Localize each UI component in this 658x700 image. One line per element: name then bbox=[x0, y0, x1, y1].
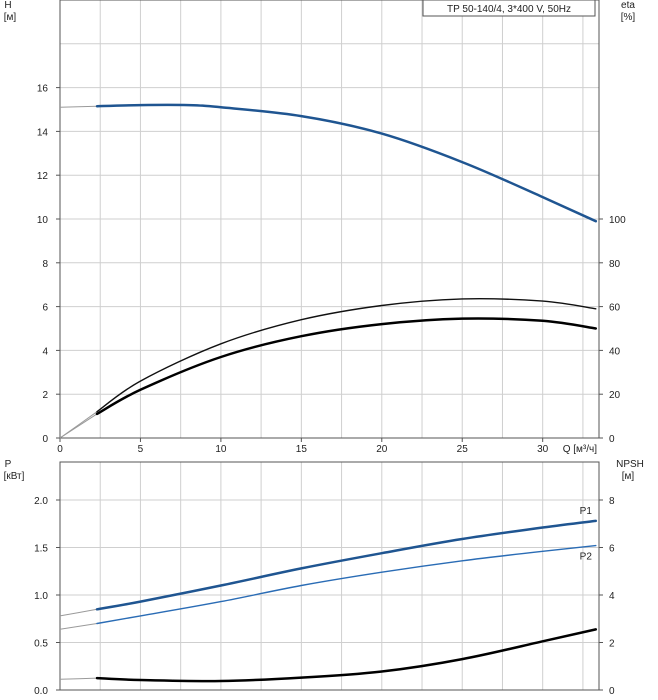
series-line-npsh bbox=[95, 628, 598, 683]
series-label-p1: P1 bbox=[580, 506, 593, 517]
y-left-tick-label: 1.0 bbox=[34, 591, 48, 602]
y-right-tick-label: 100 bbox=[609, 215, 626, 226]
y-left-tick-label: 16 bbox=[37, 84, 49, 95]
y-left-tick-label: 4 bbox=[42, 346, 48, 357]
x-tick-label: 15 bbox=[296, 444, 308, 455]
y-left-axis-label: P bbox=[5, 459, 12, 470]
y-right-axis-label: NPSH bbox=[616, 459, 644, 470]
x-tick-label: 25 bbox=[457, 444, 469, 455]
series-extrapolation bbox=[59, 413, 98, 439]
series-line-h bbox=[95, 103, 598, 223]
series-label-p2: P2 bbox=[580, 552, 593, 563]
y-right-tick-label: 6 bbox=[609, 544, 615, 555]
x-tick-label: 0 bbox=[57, 444, 63, 455]
legend-box bbox=[422, 0, 596, 17]
series-extrapolation bbox=[59, 623, 98, 630]
y-left-tick-label: 8 bbox=[42, 259, 48, 270]
y-left-axis-unit: [м] bbox=[4, 12, 17, 23]
y-right-tick-label: 40 bbox=[609, 346, 621, 357]
x-tick-label: 30 bbox=[537, 444, 549, 455]
y-right-tick-label: 0 bbox=[609, 686, 615, 697]
x-tick-label: 5 bbox=[138, 444, 144, 455]
y-left-tick-label: 0.0 bbox=[34, 686, 48, 697]
legend-text: TP 50-140/4, 3*400 V, 50Hz bbox=[447, 4, 571, 15]
y-left-axis-unit: [кВт] bbox=[4, 471, 25, 482]
x-tick-label: 10 bbox=[215, 444, 227, 455]
y-left-tick-label: 0 bbox=[42, 434, 48, 445]
y-left-tick-label: 2 bbox=[42, 390, 48, 401]
plot-frame bbox=[59, 461, 600, 691]
y-right-tick-label: 80 bbox=[609, 259, 621, 270]
y-right-axis-label: eta bbox=[621, 0, 635, 11]
series-line-p2 bbox=[96, 544, 597, 625]
y-left-tick-label: 14 bbox=[37, 127, 49, 138]
y-left-tick-label: 12 bbox=[37, 171, 49, 182]
series-line-eta-lower bbox=[95, 317, 598, 416]
y-right-tick-label: 0 bbox=[609, 434, 615, 445]
series-line-p1 bbox=[95, 519, 598, 611]
x-axis-label: Q [м³/ч] bbox=[563, 444, 598, 455]
y-left-tick-label: 10 bbox=[37, 215, 49, 226]
series-extrapolation bbox=[59, 105, 98, 108]
y-right-tick-label: 60 bbox=[609, 303, 621, 314]
y-right-tick-label: 4 bbox=[609, 591, 615, 602]
head-efficiency-panel: 0 2 4 6 8 10 12 14 16 0 20 40 60 80 100 0 5 10 15 20 25 30 Q [… bbox=[4, 0, 636, 455]
y-right-tick-label: 20 bbox=[609, 390, 621, 401]
y-right-axis-unit: [%] bbox=[621, 12, 636, 23]
y-left-tick-label: 0.5 bbox=[34, 639, 48, 650]
y-right-tick-label: 2 bbox=[609, 639, 615, 650]
series-extrapolation bbox=[59, 677, 98, 680]
x-tick-label: 20 bbox=[376, 444, 388, 455]
series-extrapolation bbox=[59, 608, 98, 617]
y-left-tick-label: 2.0 bbox=[34, 496, 48, 507]
power-npsh-panel: 0.0 0.5 1.0 1.5 2.0 0 2 4 6 8 P[кВт] NPSH[м] P1 P2 bbox=[4, 459, 644, 697]
y-right-tick-label: 8 bbox=[609, 496, 615, 507]
y-left-tick-label: 1.5 bbox=[34, 544, 48, 555]
y-left-axis-label: H bbox=[4, 0, 11, 11]
series-line-eta-upper bbox=[96, 298, 597, 413]
y-left-tick-label: 6 bbox=[42, 303, 48, 314]
y-right-axis-unit: [м] bbox=[622, 471, 635, 482]
